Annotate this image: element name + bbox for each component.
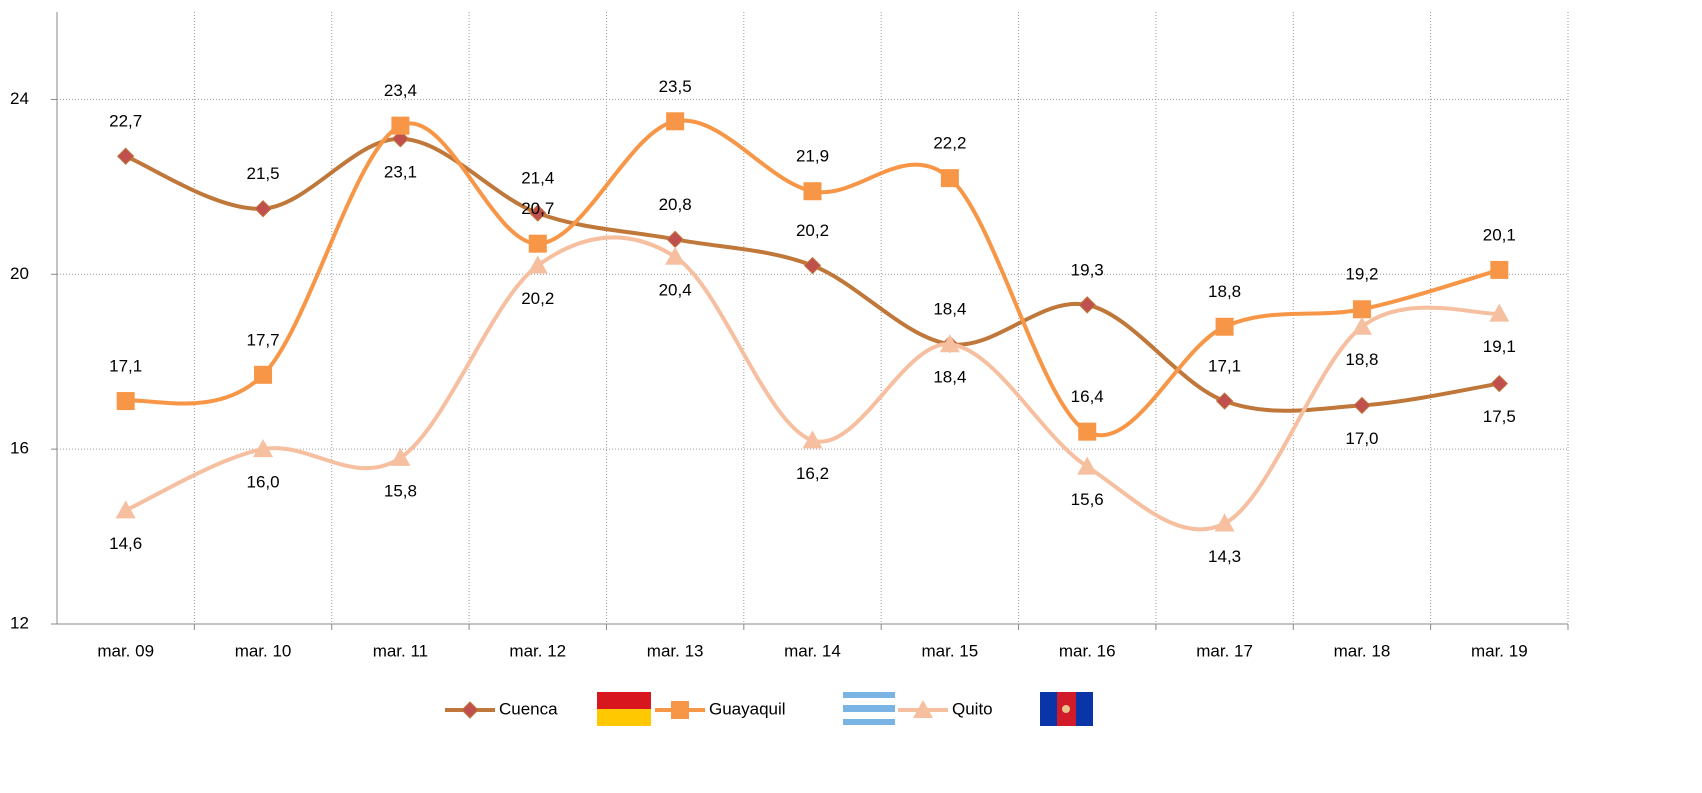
x-tick-label: mar. 16: [1059, 641, 1116, 660]
data-label: 17,5: [1483, 407, 1516, 426]
marker-diamond: [803, 256, 822, 275]
legend-marker: [671, 701, 689, 719]
legend-marker: [913, 700, 933, 718]
legend-flags: [597, 692, 1093, 726]
x-tick-label: mar. 11: [373, 641, 428, 660]
marker-triangle: [665, 246, 686, 265]
marker-triangle: [802, 430, 823, 449]
data-label: 18,4: [933, 300, 966, 319]
legend-label: Guayaquil: [709, 699, 786, 718]
x-tick-label: mar. 17: [1196, 641, 1253, 660]
data-label: 14,3: [1208, 547, 1241, 566]
data-label: 14,6: [109, 534, 142, 553]
marker-triangle: [1351, 316, 1372, 335]
marker-triangle: [1489, 303, 1510, 322]
x-tick-label: mar. 14: [784, 641, 841, 660]
data-label: 16,4: [1071, 387, 1104, 406]
x-tick-label: mar. 13: [647, 641, 704, 660]
marker-square: [940, 169, 959, 188]
y-tick-label: 12: [10, 613, 29, 632]
marker-square: [1215, 317, 1234, 336]
data-label: 20,4: [659, 280, 692, 299]
marker-diamond: [666, 230, 684, 249]
data-label: 20,2: [796, 221, 829, 240]
marker-diamond: [1490, 374, 1509, 393]
data-label: 18,8: [1208, 282, 1241, 301]
marker-square: [666, 112, 685, 131]
marker-square: [528, 234, 547, 253]
x-tick-label: mar. 18: [1334, 641, 1391, 660]
x-tick-label: mar. 19: [1471, 641, 1528, 660]
marker-diamond: [254, 200, 272, 218]
data-label: 23,5: [659, 77, 692, 96]
data-label: 16,0: [246, 473, 279, 492]
data-label: 23,4: [384, 81, 417, 100]
data-label: 21,5: [246, 164, 279, 183]
marker-diamond: [1353, 396, 1371, 415]
data-label: 17,1: [109, 357, 142, 376]
legend-label: Quito: [952, 699, 993, 718]
data-label: 20,8: [659, 195, 692, 214]
x-tick-label: mar. 10: [235, 641, 292, 660]
x-tick-label: mar. 09: [97, 641, 154, 660]
marker-triangle: [390, 447, 411, 466]
flag-cuenca: [597, 692, 651, 726]
flag-guayaquil: [843, 692, 895, 725]
data-label: 20,1: [1483, 225, 1516, 244]
data-label: 17,0: [1345, 429, 1378, 448]
marker-diamond: [391, 130, 410, 148]
data-label: 21,4: [521, 169, 554, 188]
marker-square: [391, 116, 410, 135]
legend-label: Cuenca: [499, 699, 558, 718]
marker-triangle: [527, 255, 548, 274]
data-label: 22,7: [109, 112, 142, 131]
series-line: [124, 235, 1500, 532]
data-label: 22,2: [933, 134, 966, 153]
marker-square: [1352, 300, 1371, 319]
marker-triangle: [939, 334, 960, 353]
marker-diamond: [529, 204, 547, 222]
data-label: 15,6: [1071, 490, 1104, 509]
marker-square: [803, 182, 822, 201]
data-label: 23,1: [384, 162, 417, 181]
data-label: 16,2: [796, 464, 829, 483]
data-label: 18,8: [1345, 350, 1378, 369]
x-tick-label: mar. 12: [509, 641, 566, 660]
series-line: [125, 118, 1500, 437]
data-label: 19,3: [1071, 260, 1104, 279]
y-tick-label: 24: [10, 89, 29, 108]
marker-triangle: [115, 500, 136, 519]
y-tick-label: 20: [10, 264, 29, 283]
data-label: 19,1: [1483, 337, 1516, 356]
flag-quito: [1040, 692, 1093, 726]
data-label: 19,2: [1345, 265, 1378, 284]
legend-marker: [461, 701, 479, 719]
data-label: 17,1: [1208, 357, 1241, 376]
marker-square: [116, 392, 135, 411]
marker-square: [254, 365, 273, 384]
marker-diamond: [116, 147, 135, 165]
x-tick-label: mar. 15: [922, 641, 979, 660]
y-tick-label: 16: [10, 439, 29, 458]
marker-diamond: [1078, 296, 1096, 314]
marker-triangle: [1214, 513, 1235, 532]
marker-triangle: [253, 439, 274, 458]
data-label: 21,9: [796, 147, 829, 166]
marker-square: [1078, 422, 1097, 441]
data-label: 15,8: [384, 481, 417, 500]
data-label: 20,2: [521, 289, 554, 308]
marker-diamond: [1215, 392, 1234, 410]
data-label: 17,7: [246, 330, 279, 349]
data-label: 20,7: [521, 199, 554, 218]
marker-triangle: [1077, 456, 1098, 475]
marker-square: [1490, 260, 1509, 279]
data-label: 18,4: [933, 368, 966, 387]
